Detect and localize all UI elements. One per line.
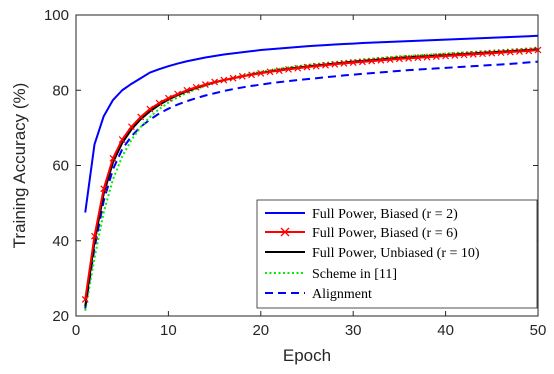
x-tick-label: 50 (530, 322, 547, 339)
data-point-marker (405, 54, 413, 62)
data-point-marker (469, 50, 477, 58)
x-axis-label: Epoch (283, 346, 331, 365)
legend-entry: Full Power, Biased (r = 2) (265, 207, 458, 222)
legend: Full Power, Biased (r = 2) Full Power, B… (256, 199, 538, 309)
legend-entry-expr: (r = 2) (422, 207, 458, 222)
data-point-marker (248, 71, 255, 79)
legend-entry-text: Full Power, Unbiased (312, 246, 433, 261)
data-point-marker (201, 81, 209, 89)
data-point-marker (312, 62, 320, 70)
data-point-marker (229, 74, 237, 82)
y-tick-label: 60 (52, 158, 69, 175)
y-axis-label: Training Accuracy (%) (10, 83, 29, 249)
data-point-marker (275, 67, 283, 75)
legend-entry: Alignment (265, 287, 372, 302)
data-point-marker (377, 56, 385, 64)
x-tick-label: 0 (72, 322, 80, 339)
data-point-marker (100, 185, 108, 193)
data-point-marker (174, 90, 182, 98)
data-point-marker (183, 86, 191, 94)
legend-box (256, 199, 538, 309)
data-point-marker (211, 78, 219, 86)
data-point-marker (155, 99, 163, 107)
data-point-marker (285, 65, 292, 73)
data-point-marker (451, 52, 459, 59)
data-point-marker (294, 64, 302, 72)
legend-entry-label: Full Power, Biased (r = 6) (312, 226, 458, 241)
legend-entry-label: Scheme in [11] (312, 267, 397, 282)
data-point-marker (516, 48, 523, 55)
data-point-marker (506, 48, 514, 56)
data-point-marker (331, 60, 339, 68)
data-point-marker (442, 52, 450, 60)
data-point-marker (238, 72, 246, 80)
data-point-marker (359, 58, 366, 66)
data-point-marker (192, 83, 200, 91)
data-point-marker (303, 63, 311, 71)
x-tick-label: 30 (345, 322, 362, 339)
legend-entry-expr: (r = 6) (422, 226, 458, 241)
data-point-marker (266, 68, 274, 76)
axis-ticks: 0 10 20 30 40 50 20 40 60 80 100 (44, 7, 546, 339)
x-tick-label: 40 (437, 322, 454, 339)
y-tick-label: 40 (52, 233, 69, 250)
legend-entry-label: Full Power, Unbiased (r = 10) (312, 246, 480, 261)
legend-entry-expr: (r = 10) (437, 246, 480, 261)
data-point-marker (414, 54, 422, 62)
data-point-marker (81, 296, 89, 303)
legend-swatch-x-marker (280, 227, 290, 237)
data-point-marker (386, 56, 394, 64)
data-point-marker (91, 232, 98, 240)
data-point-marker (322, 61, 329, 69)
legend-entry: Full Power, Unbiased (r = 10) (265, 246, 480, 261)
legend-entry: Scheme in [11] (265, 267, 397, 282)
data-point-marker (423, 53, 431, 61)
y-tick-label: 80 (52, 82, 69, 99)
y-tick-label: 20 (52, 308, 69, 325)
data-point-marker (368, 57, 376, 65)
data-point-marker (220, 76, 228, 84)
data-point-marker (257, 69, 265, 77)
x-tick-label: 10 (160, 322, 177, 339)
legend-entry: Full Power, Biased (r = 6) (265, 226, 458, 241)
data-point-marker (488, 49, 496, 57)
legend-entry-text: Full Power, Biased (312, 226, 418, 241)
data-point-marker (118, 136, 126, 143)
data-point-marker (432, 53, 440, 60)
x-tick-label: 20 (252, 322, 269, 339)
data-point-marker (525, 47, 533, 55)
data-point-marker (137, 113, 145, 121)
data-point-marker (109, 154, 117, 162)
y-tick-label: 100 (44, 7, 69, 24)
legend-entry-label: Full Power, Biased (r = 2) (312, 207, 458, 222)
legend-entry-label: Alignment (312, 287, 372, 302)
data-point-marker (146, 105, 154, 113)
data-point-marker (395, 55, 403, 63)
data-point-marker (164, 94, 172, 102)
series-layer (81, 34, 542, 311)
legend-entry-text: Full Power, Biased (312, 207, 418, 222)
data-point-marker (340, 59, 348, 67)
data-point-marker (460, 51, 468, 59)
data-point-marker (128, 123, 135, 131)
series-line-0 (84, 34, 539, 213)
data-point-marker (497, 49, 505, 57)
data-point-marker (349, 59, 357, 67)
series-line-4 (84, 60, 539, 309)
data-point-marker (479, 50, 486, 58)
